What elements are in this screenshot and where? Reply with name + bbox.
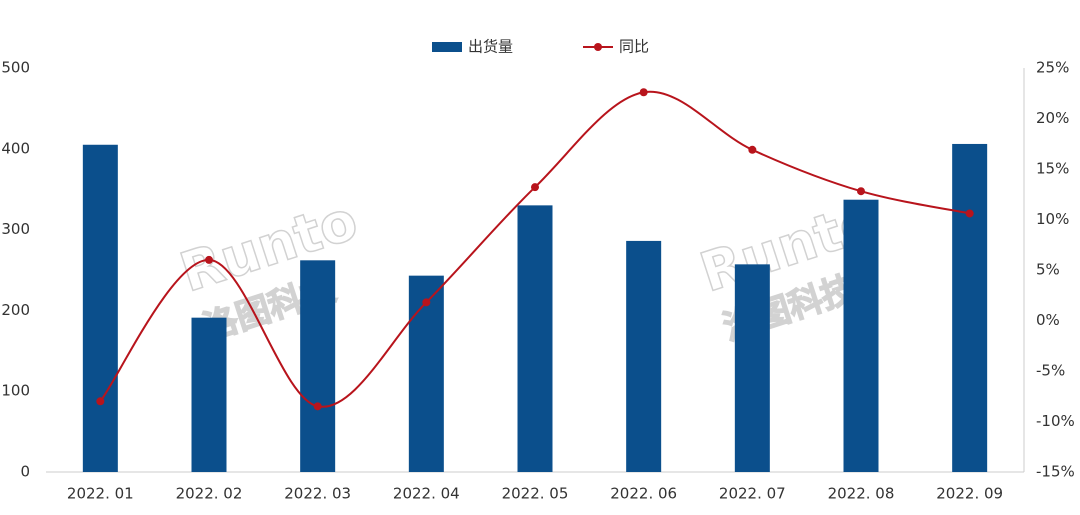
- y-tick-label: 0: [20, 463, 30, 481]
- line-point: [205, 255, 213, 264]
- y2-tick-label: 20%: [1036, 109, 1069, 127]
- y2-tick-label: -15%: [1036, 463, 1075, 481]
- y2-tick-label: 5%: [1036, 261, 1060, 279]
- legend-swatch: [432, 42, 462, 52]
- line: [99, 90, 970, 408]
- bar: [843, 199, 879, 473]
- line-point: [639, 88, 648, 97]
- y2-tick-label: -5%: [1036, 362, 1065, 380]
- legend-label: 同比: [619, 38, 649, 56]
- y-tick-label: 500: [1, 59, 30, 77]
- bar: [952, 143, 988, 472]
- y2-tick-label: 15%: [1036, 160, 1069, 178]
- line-point: [96, 397, 105, 406]
- line-point: [531, 183, 539, 192]
- line-point: [965, 209, 974, 218]
- y2-tick-label: 10%: [1036, 210, 1069, 228]
- y2-tick-label: 25%: [1036, 59, 1069, 77]
- x-tick-label: 2022. 01: [67, 485, 134, 503]
- bar: [300, 260, 336, 472]
- x-tick-label: 2022. 05: [502, 485, 569, 503]
- line-point: [748, 145, 757, 154]
- x-tick-label: 2022. 04: [393, 485, 460, 503]
- x-tick-label: 2022. 07: [719, 485, 786, 503]
- y2-tick-label: -10%: [1036, 412, 1075, 430]
- bar: [82, 144, 118, 472]
- bar: [191, 317, 227, 472]
- y-tick-label: 100: [1, 382, 30, 400]
- y-tick-label: 400: [1, 139, 30, 157]
- bar: [408, 275, 444, 472]
- line-point: [857, 187, 865, 196]
- legend-swatch: [594, 43, 602, 51]
- line-point: [422, 298, 431, 307]
- bar: [626, 240, 662, 472]
- x-tick-label: 2022. 03: [284, 485, 351, 503]
- x-tick-label: 2022. 09: [936, 485, 1003, 503]
- x-tick-label: 2022. 02: [176, 485, 243, 503]
- y2-tick-label: 0%: [1036, 311, 1060, 329]
- legend-label: 出货量: [468, 38, 513, 56]
- y-tick-label: 200: [1, 301, 30, 319]
- x-tick-label: 2022. 08: [828, 485, 895, 503]
- line-point: [313, 402, 322, 411]
- bar: [734, 264, 770, 472]
- bar: [517, 205, 553, 473]
- x-tick-label: 2022. 06: [610, 485, 677, 503]
- y-tick-label: 300: [1, 220, 30, 238]
